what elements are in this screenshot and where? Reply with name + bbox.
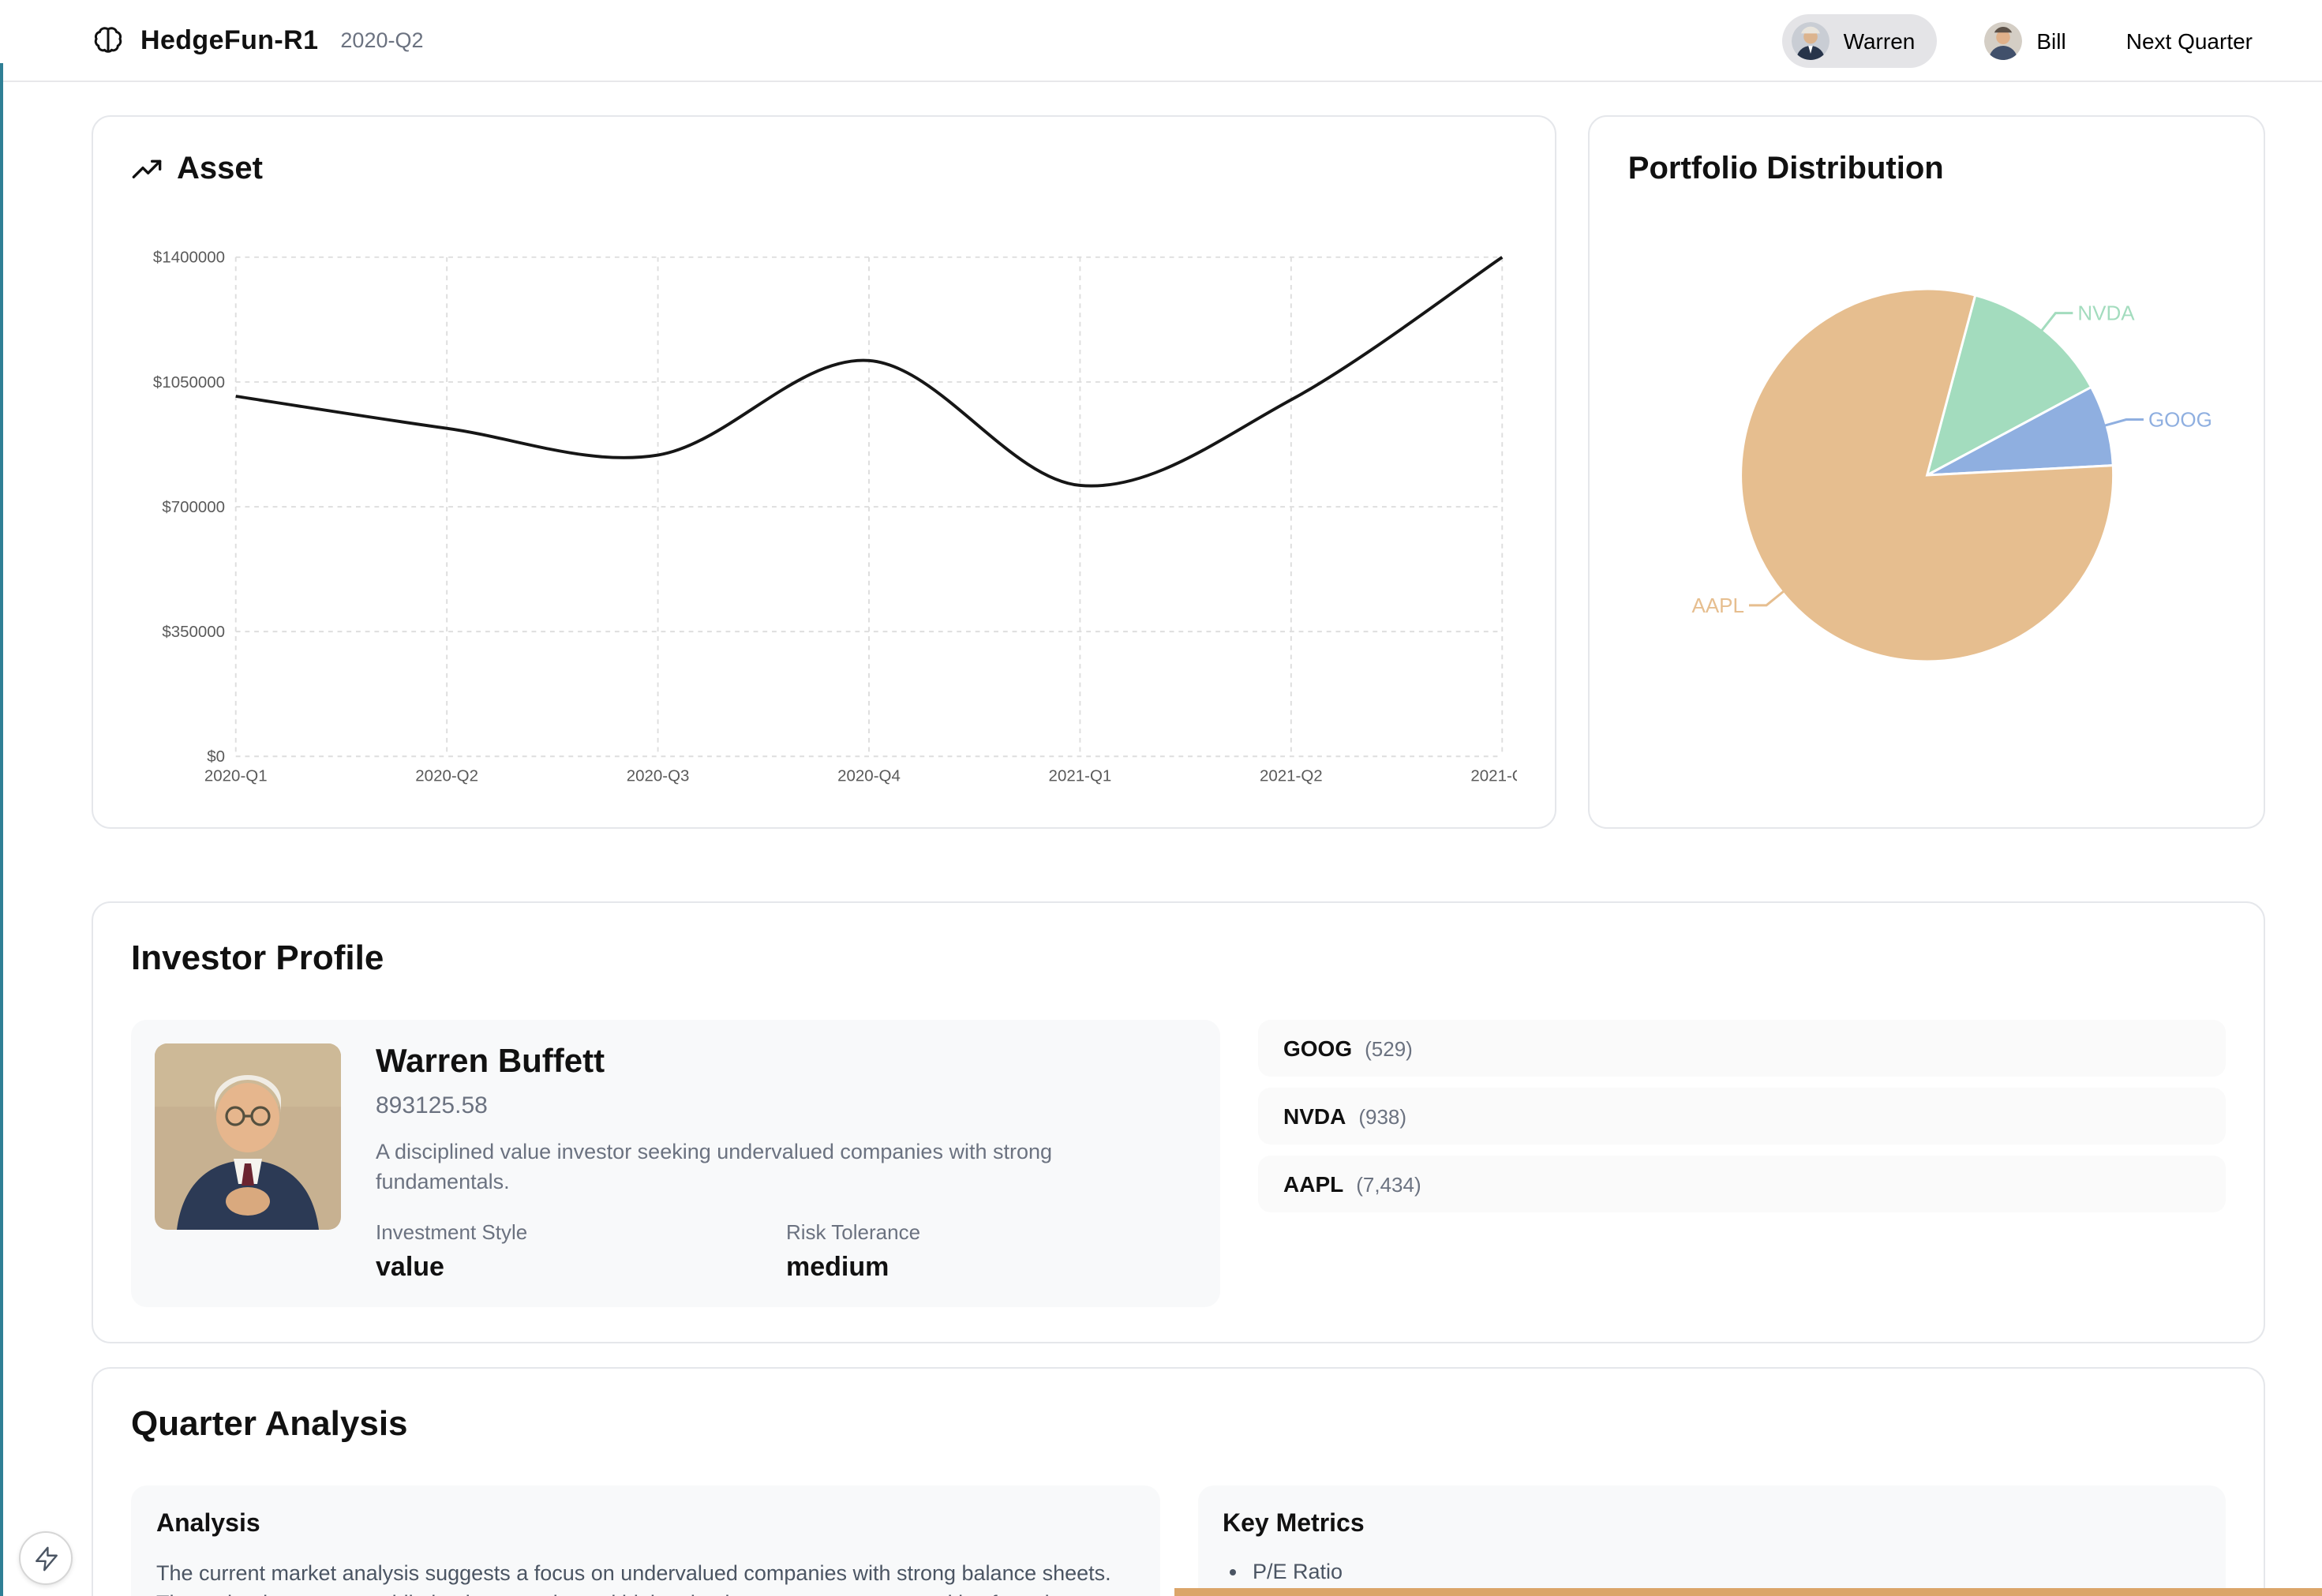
next-quarter-button[interactable]: Next Quarter	[2125, 28, 2253, 53]
user-tab-label: Warren	[1843, 28, 1916, 53]
bill-avatar	[1984, 21, 2023, 59]
metric-item: P/E Ratio	[1253, 1560, 2200, 1584]
svg-text:$1050000: $1050000	[153, 373, 225, 392]
investor-cash-value: 893125.58	[376, 1092, 488, 1119]
key-metrics-panel: Key Metrics P/E RatioFree Cash Flow	[1197, 1485, 2226, 1596]
analysis-heading: Analysis	[156, 1511, 260, 1538]
holding-row: GOOG (529)	[1258, 1020, 2226, 1077]
quick-action-button[interactable]	[19, 1531, 73, 1585]
user-tab-bill[interactable]: Bill	[1975, 13, 2088, 67]
svg-text:$0: $0	[207, 747, 225, 766]
analysis-text: The current market analysis suggests a f…	[156, 1561, 1111, 1596]
investor-profile-card: Investor Profile	[92, 901, 2265, 1344]
holding-ticker: GOOG	[1283, 1036, 1353, 1061]
svg-text:2020-Q3: 2020-Q3	[627, 767, 690, 785]
zap-icon	[32, 1545, 59, 1572]
investment-style-value: value	[376, 1252, 444, 1283]
risk-tolerance-label: Risk Tolerance	[786, 1220, 921, 1245]
investor-info: Warren Buffett 893125.58 A disciplined v…	[376, 1043, 1197, 1284]
risk-tolerance-value: medium	[786, 1252, 889, 1283]
investment-style: Investment Style value	[376, 1221, 786, 1284]
holding-shares: (7,434)	[1356, 1173, 1421, 1197]
svg-text:2020-Q4: 2020-Q4	[837, 767, 901, 785]
analysis-panel: Analysis The current market analysis sug…	[131, 1485, 1159, 1596]
asset-line-chart: $0 $350000 $700000 $1050000 $1400000 2020-Q1 2…	[131, 210, 1534, 815]
svg-text:$1400000: $1400000	[153, 249, 225, 267]
holding-row: AAPL (7,434)	[1258, 1156, 2226, 1212]
svg-text:2021-Q3: 2021-Q3	[1470, 767, 1517, 785]
portfolio-distribution-card: Portfolio Distribution NVDA GOOG AAPL	[1588, 115, 2265, 829]
trending-up-icon	[131, 154, 163, 185]
holding-shares: (529)	[1365, 1037, 1413, 1061]
brain-icon	[92, 24, 125, 57]
holdings-list: GOOG (529) NVDA (938) AAPL (7,434)	[1258, 1020, 2226, 1212]
svg-text:2021-Q1: 2021-Q1	[1049, 767, 1112, 785]
investor-profile-body: Warren Buffett 893125.58 A disciplined v…	[131, 1020, 2226, 1308]
warren-buffett-photo	[155, 1043, 341, 1230]
investor-description: A disciplined value investor seeking und…	[376, 1140, 1052, 1194]
app-header: HedgeFun-R1 2020-Q2 Warren	[0, 0, 2322, 82]
quarter-analysis-card: Quarter Analysis Analysis The current ma…	[92, 1367, 2265, 1596]
warren-avatar	[1791, 21, 1830, 59]
brand: HedgeFun-R1 2020-Q2	[92, 24, 424, 57]
key-metrics-list: P/E RatioFree Cash Flow	[1223, 1560, 2200, 1596]
asset-card-title: Asset	[131, 152, 1518, 188]
svg-text:$350000: $350000	[162, 623, 225, 641]
investor-traits: Investment Style value Risk Tolerance me…	[376, 1221, 1197, 1284]
risk-tolerance: Risk Tolerance medium	[786, 1221, 1197, 1284]
svg-text:2021-Q2: 2021-Q2	[1260, 767, 1323, 785]
quarter-analysis-body: Analysis The current market analysis sug…	[131, 1485, 2226, 1596]
bottom-accent-bar	[1174, 1588, 2322, 1596]
key-metrics-heading: Key Metrics	[1223, 1511, 1365, 1538]
asset-card: Asset $0 $350000 $700000 $1050000 $1400000 20…	[92, 115, 1557, 829]
current-quarter-label: 2020-Q2	[340, 28, 424, 52]
app-title: HedgeFun-R1	[140, 24, 319, 54]
investor-summary-box: Warren Buffett 893125.58 A disciplined v…	[131, 1020, 1220, 1308]
svg-text:2020-Q2: 2020-Q2	[415, 767, 478, 785]
user-tab-label: Bill	[2036, 28, 2066, 53]
charts-row: Asset $0 $350000 $700000 $1050000 $1400000 20…	[92, 115, 2265, 829]
header-actions: Warren Bill Next Quarter	[1781, 13, 2253, 67]
svg-text:$700000: $700000	[162, 498, 225, 516]
svg-text:GOOG: GOOG	[2149, 408, 2213, 432]
user-tab-warren[interactable]: Warren	[1781, 13, 1938, 67]
portfolio-card-title: Portfolio Distribution	[1627, 152, 1944, 186]
main-content: Asset $0 $350000 $700000 $1050000 $1400000 20…	[0, 82, 2322, 1596]
investment-style-label: Investment Style	[376, 1220, 528, 1245]
portfolio-pie-chart: NVDA GOOG AAPL	[1628, 204, 2226, 742]
investor-name: Warren Buffett	[376, 1043, 605, 1080]
left-edge-accent	[0, 63, 3, 1596]
svg-text:2020-Q1: 2020-Q1	[204, 767, 268, 785]
holding-ticker: AAPL	[1283, 1171, 1344, 1197]
quarter-analysis-title: Quarter Analysis	[131, 1403, 408, 1444]
holding-row: NVDA (938)	[1258, 1088, 2226, 1145]
investor-profile-title: Investor Profile	[131, 938, 384, 977]
holding-ticker: NVDA	[1283, 1103, 1346, 1129]
svg-text:NVDA: NVDA	[2078, 302, 2136, 325]
holding-shares: (938)	[1358, 1105, 1407, 1129]
svg-text:AAPL: AAPL	[1692, 594, 1745, 617]
